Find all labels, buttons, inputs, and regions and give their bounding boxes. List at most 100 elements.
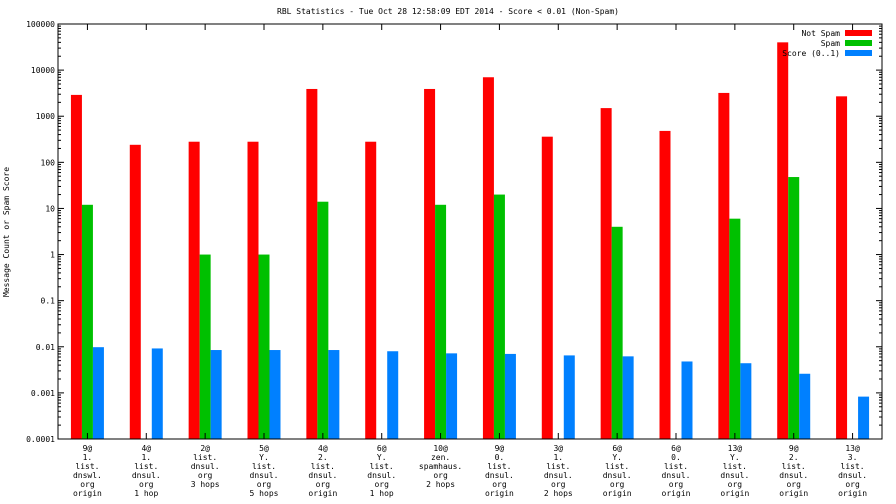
y-axis: 0.0001 0.001 0.01 0.1 1 10 100 1000 10000 100000 [26, 20, 882, 444]
x-tick-label: org [139, 480, 154, 489]
bars-group [70, 42, 870, 440]
x-tick-label: dnsul. [779, 471, 808, 480]
x-tick-label: org [786, 480, 801, 489]
x-tick-label: origin [603, 489, 632, 498]
bar-score-0-1 [151, 348, 163, 439]
bar-spam [258, 254, 270, 439]
x-tick-label: dnsul. [838, 471, 867, 480]
y-tick-label: 0.01 [36, 343, 55, 352]
bar-score-0-1 [681, 361, 693, 439]
y-tick-label: 10 [45, 204, 55, 213]
plot-frame [57, 23, 883, 440]
x-tick-label: 2@ [200, 444, 210, 453]
x-tick-label: 9@ [495, 444, 505, 453]
x-tick-label: 2 hops [544, 489, 573, 498]
x-tick-label: 5@ [259, 444, 269, 453]
bar-not-spam [836, 96, 848, 440]
x-tick-label: dnswl. [73, 471, 102, 480]
x-tick-label: org [198, 471, 213, 480]
bar-not-spam [247, 141, 259, 439]
x-tick-label: list. [723, 462, 747, 471]
x-tick-label: Y. [730, 453, 740, 462]
x-tick-label: origin [308, 489, 337, 498]
x-tick-label: 5 hops [250, 489, 279, 498]
bar-not-spam [600, 108, 612, 440]
x-tick-label: list. [252, 462, 276, 471]
x-tick-label: 1 hop [134, 489, 158, 498]
x-tick-label: zen. [431, 453, 450, 462]
x-tick-label: org [374, 480, 389, 489]
bar-spam [81, 204, 93, 439]
x-tick-label: Y. [377, 453, 387, 462]
x-tick-label: list. [134, 462, 158, 471]
bar-score-0-1 [446, 353, 458, 439]
y-tick-label: 100 [41, 158, 56, 167]
x-tick-label: origin [662, 489, 691, 498]
x-tick-label: list. [370, 462, 394, 471]
x-tick-label: org [433, 471, 448, 480]
bar-not-spam [365, 141, 377, 439]
y-tick-label: 0.0001 [26, 435, 55, 444]
x-tick-label: list. [193, 453, 217, 462]
bar-score-0-1 [622, 356, 634, 439]
x-tick-label: 2. [318, 453, 328, 462]
bar-not-spam [541, 136, 553, 439]
bar-score-0-1 [92, 347, 104, 439]
x-axis: 9@1.list.dnswl.orgorigin4@1.list.dnsul.o… [73, 24, 867, 498]
x-tick-label: origin [73, 489, 102, 498]
bar-score-0-1 [387, 351, 399, 439]
x-tick-label: origin [838, 489, 867, 498]
x-tick-label: origin [779, 489, 808, 498]
legend-swatch [845, 30, 872, 36]
x-tick-label: dnsul. [485, 471, 514, 480]
x-tick-label: 3@ [553, 444, 563, 453]
x-tick-label: 4@ [141, 444, 151, 453]
bar-not-spam [188, 141, 200, 439]
x-tick-label: dnsul. [603, 471, 632, 480]
bar-spam [435, 204, 447, 439]
x-tick-label: 10@ [433, 444, 448, 453]
bar-not-spam [777, 42, 789, 439]
x-tick-label: dnsul. [191, 462, 220, 471]
bar-spam [611, 226, 623, 439]
x-tick-label: list. [311, 462, 335, 471]
x-tick-label: 0. [495, 453, 505, 462]
x-tick-label: 2 hops [426, 480, 455, 489]
x-tick-label: dnsul. [720, 471, 749, 480]
y-tick-label: 0.001 [31, 389, 55, 398]
x-tick-label: origin [485, 489, 514, 498]
x-tick-label: list. [782, 462, 806, 471]
x-tick-label: org [492, 480, 507, 489]
x-tick-label: 9@ [83, 444, 93, 453]
y-tick-label: 1000 [36, 112, 55, 121]
y-tick-label: 1 [50, 251, 55, 260]
x-tick-label: dnsul. [308, 471, 337, 480]
bar-score-0-1 [269, 350, 281, 439]
x-tick-label: list. [605, 462, 629, 471]
x-tick-label: org [610, 480, 625, 489]
x-tick-label: dnsul. [367, 471, 396, 480]
bar-score-0-1 [563, 355, 575, 439]
x-tick-label: list. [841, 462, 865, 471]
x-tick-label: org [845, 480, 860, 489]
x-tick-label: list. [487, 462, 511, 471]
x-tick-label: 1. [83, 453, 93, 462]
x-tick-label: list. [664, 462, 688, 471]
x-tick-label: 1. [553, 453, 563, 462]
bar-not-spam [70, 94, 82, 439]
x-tick-label: org [728, 480, 743, 489]
bar-spam [493, 194, 505, 439]
x-tick-label: org [316, 480, 331, 489]
bar-not-spam [306, 88, 318, 439]
legend-label: Spam [821, 39, 840, 48]
x-tick-label: org [551, 480, 566, 489]
bar-score-0-1 [210, 350, 222, 439]
x-tick-label: 1 hop [370, 489, 394, 498]
bar-not-spam [129, 144, 141, 439]
bar-spam [788, 177, 800, 439]
y-tick-label: 0.1 [41, 297, 56, 306]
y-axis-label: Message Count or Spam Score [2, 167, 11, 297]
x-tick-label: 2. [789, 453, 799, 462]
